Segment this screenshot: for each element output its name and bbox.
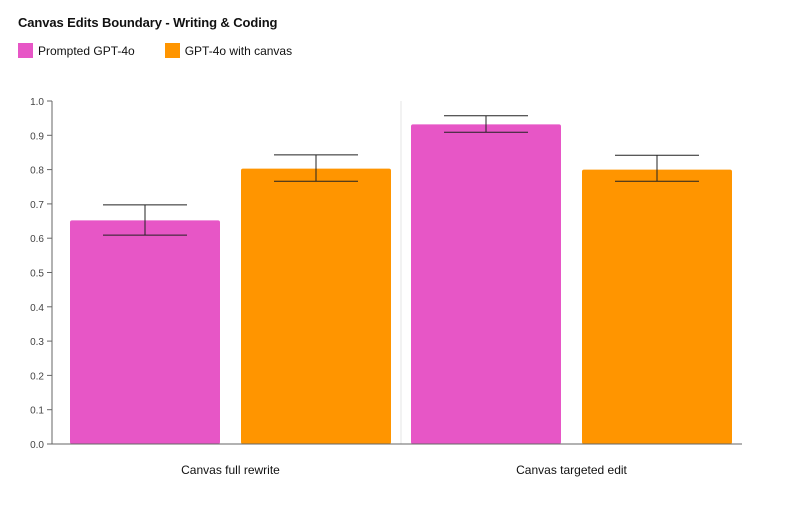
- y-tick-label: 0.8: [30, 166, 44, 177]
- y-tick-label: 0.0: [30, 440, 44, 451]
- legend-swatch-gpt-4o-with-canvas: [164, 43, 180, 58]
- legend: Prompted GPT-4o GPT-4o with canvas: [18, 43, 292, 58]
- legend-label-gpt-4o-with-canvas: GPT-4o with canvas: [184, 43, 293, 58]
- legend-item-prompted-gpt-4o: Prompted GPT-4o: [18, 43, 135, 58]
- bar: [241, 168, 391, 445]
- y-tick-label: 0.7: [30, 200, 44, 211]
- bar: [582, 169, 732, 444]
- y-tick-label: 0.9: [30, 131, 44, 142]
- y-tick-label: 0.1: [30, 406, 44, 417]
- legend-swatch-prompted-gpt-4o: [18, 43, 33, 58]
- bar: [70, 220, 220, 444]
- y-tick-label: 1.0: [30, 97, 44, 108]
- bar: [411, 124, 561, 444]
- legend-label-prompted-gpt-4o: Prompted GPT-4o: [38, 43, 135, 58]
- y-tick-label: 0.3: [30, 337, 44, 348]
- y-tick-label: 0.6: [30, 234, 44, 245]
- x-category-label: Canvas targeted edit: [516, 463, 627, 477]
- y-tick-label: 0.5: [30, 269, 44, 280]
- chart-title: Canvas Edits Boundary - Writing & Coding: [18, 15, 278, 30]
- x-category-label: Canvas full rewrite: [181, 463, 280, 477]
- legend-item-gpt-4o-with-canvas: GPT-4o with canvas: [164, 43, 293, 58]
- y-tick-label: 0.4: [30, 303, 44, 314]
- y-tick-label: 0.2: [30, 371, 44, 382]
